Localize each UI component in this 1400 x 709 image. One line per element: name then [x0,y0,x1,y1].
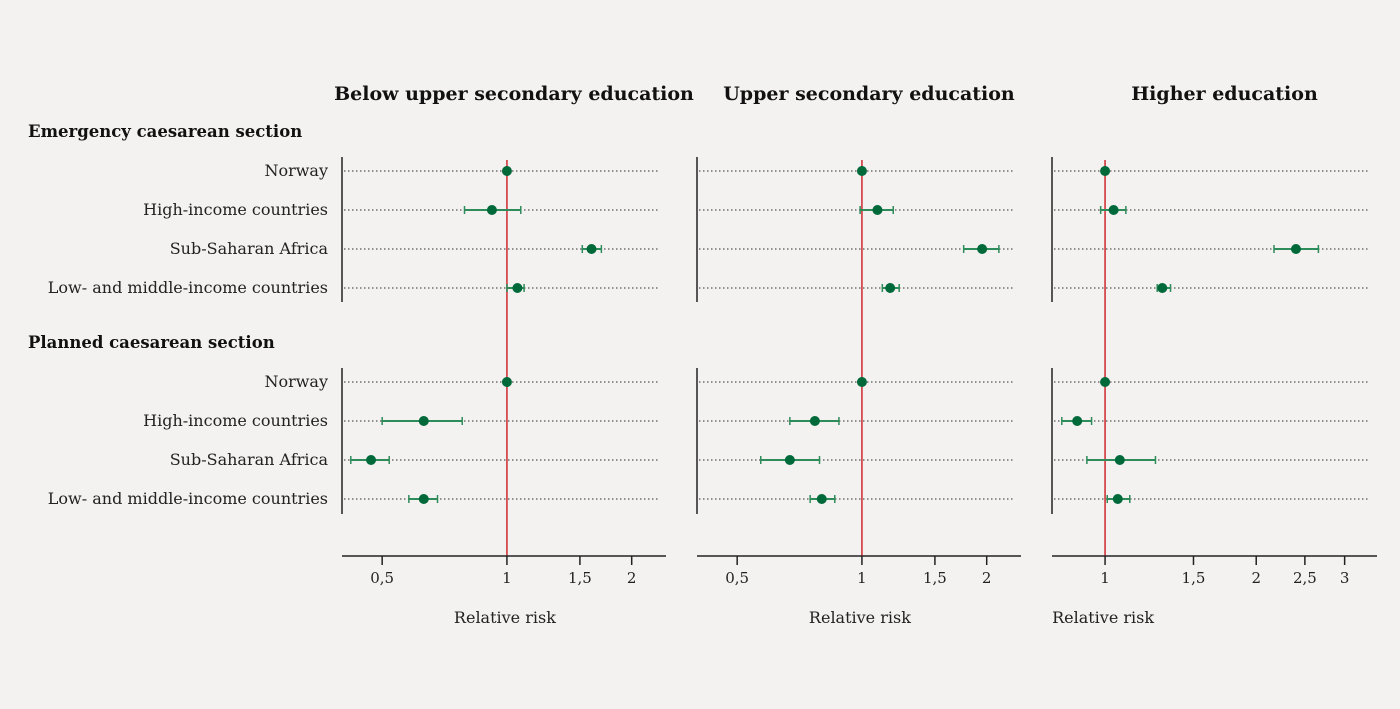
data-point [418,494,429,504]
row-label: Low- and middle-income countries [48,278,328,297]
data-point [977,244,988,254]
data-point [1114,455,1125,465]
row-label: High-income countries [143,411,328,430]
row-label: Sub-Saharan Africa [170,450,329,469]
data-point [1072,416,1083,426]
data-point [512,283,523,293]
row-label: Norway [264,372,328,391]
x-tick-label: 1 [857,569,867,587]
data-point [809,416,820,426]
section-label: Planned caesarean section [28,333,275,352]
data-point [418,416,429,426]
row-label: Low- and middle-income countries [48,489,328,508]
x-tick-label: 0,5 [370,569,394,587]
panel-title: Below upper secondary education [334,83,694,105]
data-point [586,244,597,254]
data-point [856,377,867,387]
data-point [501,377,512,387]
x-axis-label: Relative risk [809,608,911,627]
data-point [486,205,497,215]
data-point [1100,377,1111,387]
data-point [856,166,867,176]
x-tick-label: 1 [502,569,512,587]
x-tick-label: 2,5 [1293,569,1317,587]
x-tick-label: 3 [1340,569,1350,587]
panel: Upper secondary education 0,5 1 1,5 2 Relativ… [696,83,1021,627]
section-label: Emergency caesarean section [28,122,302,141]
row-labels: Emergency caesarean section Norway High-in… [28,122,328,508]
data-point [366,455,377,465]
panel: Higher education 1 1,5 2 2,5 3 Relative risk [1051,83,1377,627]
data-point [1108,205,1119,215]
x-tick-label: 1,5 [568,569,592,587]
panel: Below upper secondary education 0,5 1 1,5 2 R… [334,83,694,627]
row-label: Norway [264,161,328,180]
data-point [784,455,795,465]
x-tick-label: 0,5 [725,569,749,587]
x-tick-label: 1,5 [923,569,947,587]
data-point [501,166,512,176]
x-axis-label: Relative risk [1052,608,1154,627]
panel-title: Upper secondary education [723,83,1015,105]
x-axis-label: Relative risk [454,608,556,627]
x-tick-label: 2 [1251,569,1261,587]
data-point [1112,494,1123,504]
data-point [816,494,827,504]
data-point [872,205,883,215]
x-tick-label: 1,5 [1182,569,1206,587]
panel-title: Higher education [1131,83,1318,105]
row-label: High-income countries [143,200,328,219]
panels: Below upper secondary education 0,5 1 1,5 2 R… [334,83,1377,627]
data-point [885,283,896,293]
data-point [1290,244,1301,254]
x-tick-label: 1 [1100,569,1110,587]
data-point [1100,166,1111,176]
x-tick-label: 2 [627,569,637,587]
data-point [1157,283,1168,293]
x-tick-label: 2 [982,569,992,587]
row-label: Sub-Saharan Africa [170,239,329,258]
